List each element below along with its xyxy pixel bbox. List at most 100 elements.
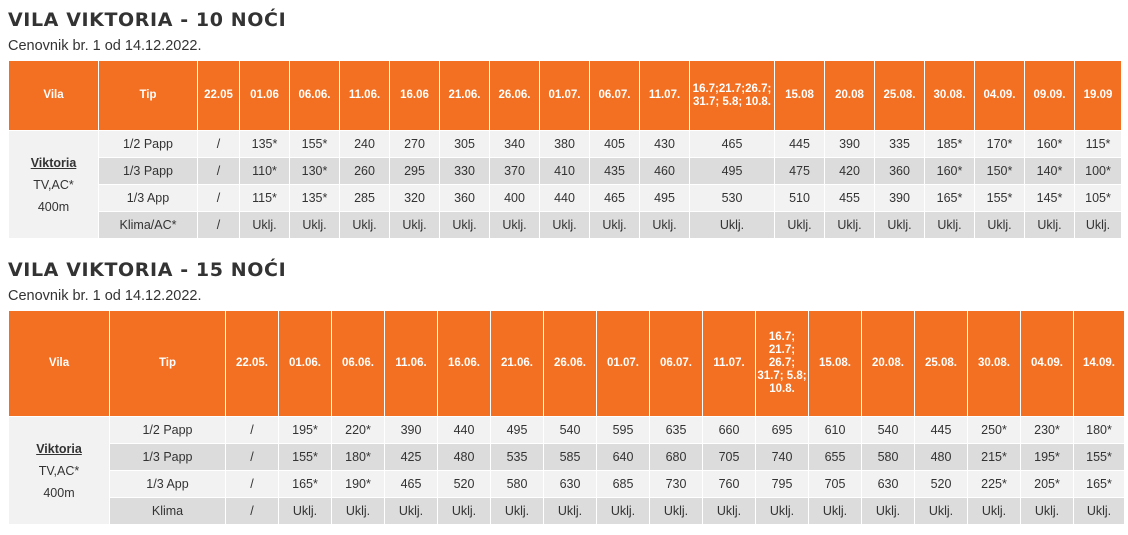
price-cell: 445 <box>914 416 968 444</box>
price-cell: 190* <box>331 470 385 498</box>
price-cell: 140* <box>1024 157 1075 185</box>
price-cell: Uklj. <box>639 211 690 239</box>
header-cell: 01.06. <box>278 310 332 417</box>
price-cell: Uklj. <box>331 497 385 525</box>
price-cell: 400 <box>489 184 540 212</box>
price-cell: Uklj. <box>702 497 756 525</box>
price-cell: Uklj. <box>649 497 703 525</box>
price-cell: 460 <box>639 157 690 185</box>
price-cell: 480 <box>914 443 968 471</box>
price-cell: 540 <box>861 416 915 444</box>
header-cell: 15.08 <box>774 60 825 131</box>
price-cell: 360 <box>439 184 490 212</box>
vila-cell: Viktoria TV,AC* 400m <box>8 130 99 239</box>
price-cell: 705 <box>702 443 756 471</box>
price-cell: 420 <box>824 157 875 185</box>
price-cell: 260 <box>339 157 390 185</box>
price-cell: 390 <box>874 184 925 212</box>
table-row: 1/3 App/165* 190* 465 520 580 630 685 730 760 795… <box>9 470 1125 498</box>
price-cell: 205* <box>1020 470 1074 498</box>
price-cell: 540 <box>543 416 597 444</box>
price-cell: 475 <box>774 157 825 185</box>
price-cell: 630 <box>861 470 915 498</box>
price-cell: Uklj. <box>439 211 490 239</box>
vila-cell: Viktoria TV,AC* 400m <box>8 416 110 525</box>
table-row: Klima / Uklj. Uklj. Uklj. Uklj. Uklj. Uklj. Uklj… <box>9 497 1125 525</box>
price-cell: 295 <box>389 157 440 185</box>
header-cell: 22.05. <box>225 310 279 417</box>
header-cell: 11.06. <box>384 310 438 417</box>
price-cell: 495 <box>490 416 544 444</box>
header-cell: Tip <box>98 60 198 131</box>
section-title: VILA VIKTORIA - 10 NOĆI <box>8 9 287 31</box>
price-cell: 520 <box>437 470 491 498</box>
header-cell: 19.09 <box>1074 60 1122 131</box>
price-cell: 595 <box>596 416 650 444</box>
price-cell: 250* <box>967 416 1021 444</box>
price-cell: 465 <box>689 130 775 158</box>
tip-cell: 1/2 Papp <box>109 416 226 444</box>
price-cell: 165* <box>924 184 975 212</box>
price-cell: / <box>197 130 240 158</box>
header-cell: 30.08. <box>967 310 1021 417</box>
price-cell: 655 <box>808 443 862 471</box>
price-cell: 145* <box>1024 184 1075 212</box>
price-cell: 610 <box>808 416 862 444</box>
table-row: 1/3 App/115* 135* 285 320 360 400 440 465 495 530… <box>9 184 1122 212</box>
price-cell: 135* <box>289 184 340 212</box>
price-cell: Uklj. <box>861 497 915 525</box>
price-cell: 705 <box>808 470 862 498</box>
price-cell: Uklj. <box>974 211 1025 239</box>
price-cell: / <box>225 497 279 525</box>
price-cell: / <box>225 443 279 471</box>
tip-cell: 1/3 Papp <box>109 443 226 471</box>
vila-name-link[interactable]: Viktoria <box>36 441 82 456</box>
price-cell: 135* <box>239 130 290 158</box>
price-cell: Uklj. <box>289 211 340 239</box>
price-cell: 740 <box>755 443 809 471</box>
price-cell: 440 <box>437 416 491 444</box>
price-table-15-nights: Vila Tip 22.05. 01.06. 06.06. 11.06. 16.06. 21.… <box>8 310 1125 525</box>
price-cell: 195* <box>1020 443 1074 471</box>
price-cell: Uklj. <box>596 497 650 525</box>
price-cell: Uklj. <box>489 211 540 239</box>
header-cell: 20.08. <box>861 310 915 417</box>
header-cell: 15.08. <box>808 310 862 417</box>
price-cell: 130* <box>289 157 340 185</box>
price-cell: 180* <box>331 443 385 471</box>
price-cell: 390 <box>384 416 438 444</box>
price-cell: 795 <box>755 470 809 498</box>
price-cell: Uklj. <box>389 211 440 239</box>
price-cell: 155* <box>289 130 340 158</box>
header-cell: 16.06 <box>389 60 440 131</box>
price-section-10-nights: VILA VIKTORIA - 10 NOĆI Cenovnik br. 1 o… <box>8 8 1122 239</box>
header-cell: 09.09. <box>1024 60 1075 131</box>
price-cell: 340 <box>489 130 540 158</box>
price-cell: 285 <box>339 184 390 212</box>
price-cell: 165* <box>278 470 332 498</box>
price-cell: 640 <box>596 443 650 471</box>
price-cell: 410 <box>539 157 590 185</box>
price-cell: 510 <box>774 184 825 212</box>
price-cell: Uklj. <box>924 211 975 239</box>
price-cell: 110* <box>239 157 290 185</box>
price-cell: 160* <box>924 157 975 185</box>
price-cell: Uklj. <box>543 497 597 525</box>
header-cell: 25.08. <box>874 60 925 131</box>
price-cell: Uklj. <box>808 497 862 525</box>
price-table-10-nights: Vila Tip 22.05 01.06 06.06. 11.06. 16.06 21.06.… <box>8 60 1122 239</box>
price-cell: Uklj. <box>1024 211 1075 239</box>
header-cell: 21.06. <box>439 60 490 131</box>
header-cell: 26.06. <box>543 310 597 417</box>
price-cell: 270 <box>389 130 440 158</box>
price-cell: 180* <box>1073 416 1125 444</box>
price-cell: 465 <box>589 184 640 212</box>
price-cell: Uklj. <box>539 211 590 239</box>
price-cell: 495 <box>689 157 775 185</box>
header-cell: 21.06. <box>490 310 544 417</box>
vila-distance: 400m <box>37 199 70 214</box>
price-cell: Uklj. <box>437 497 491 525</box>
price-cell: / <box>197 157 240 185</box>
vila-name-link[interactable]: Viktoria <box>30 155 77 170</box>
price-cell: 150* <box>974 157 1025 185</box>
